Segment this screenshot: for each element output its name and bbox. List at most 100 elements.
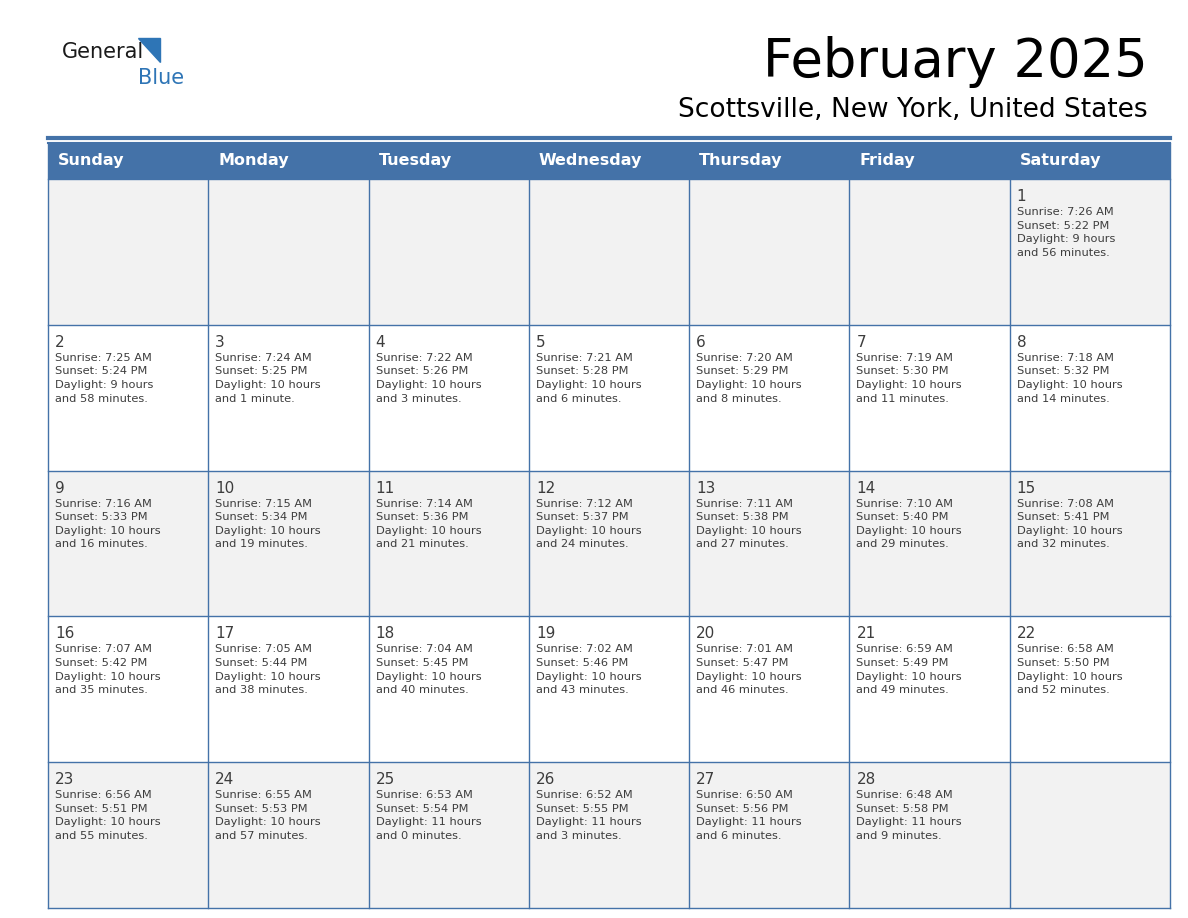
Text: Sunrise: 6:59 AM
Sunset: 5:49 PM
Daylight: 10 hours
and 49 minutes.: Sunrise: 6:59 AM Sunset: 5:49 PM Dayligh…: [857, 644, 962, 695]
Text: Sunrise: 7:24 AM
Sunset: 5:25 PM
Daylight: 10 hours
and 1 minute.: Sunrise: 7:24 AM Sunset: 5:25 PM Dayligh…: [215, 353, 321, 404]
Text: Sunrise: 7:11 AM
Sunset: 5:38 PM
Daylight: 10 hours
and 27 minutes.: Sunrise: 7:11 AM Sunset: 5:38 PM Dayligh…: [696, 498, 802, 549]
Bar: [849, 179, 1010, 325]
Bar: [529, 143, 689, 179]
Text: Sunrise: 6:56 AM
Sunset: 5:51 PM
Daylight: 10 hours
and 55 minutes.: Sunrise: 6:56 AM Sunset: 5:51 PM Dayligh…: [55, 790, 160, 841]
Text: 3: 3: [215, 335, 225, 350]
Bar: [48, 143, 208, 179]
Bar: [689, 471, 849, 616]
Text: 5: 5: [536, 335, 545, 350]
Bar: [529, 179, 689, 325]
Text: Sunrise: 7:05 AM
Sunset: 5:44 PM
Daylight: 10 hours
and 38 minutes.: Sunrise: 7:05 AM Sunset: 5:44 PM Dayligh…: [215, 644, 321, 695]
Text: Saturday: Saturday: [1019, 153, 1101, 169]
Text: 19: 19: [536, 626, 555, 642]
Text: 25: 25: [375, 772, 394, 788]
Bar: [368, 616, 529, 762]
Text: 8: 8: [1017, 335, 1026, 350]
Bar: [1010, 143, 1170, 179]
Bar: [1010, 179, 1170, 325]
Bar: [208, 762, 368, 908]
Bar: [849, 325, 1010, 471]
Bar: [689, 616, 849, 762]
Text: 7: 7: [857, 335, 866, 350]
Bar: [48, 471, 208, 616]
Text: 20: 20: [696, 626, 715, 642]
Text: Sunrise: 7:10 AM
Sunset: 5:40 PM
Daylight: 10 hours
and 29 minutes.: Sunrise: 7:10 AM Sunset: 5:40 PM Dayligh…: [857, 498, 962, 549]
Text: Wednesday: Wednesday: [539, 153, 643, 169]
Text: Sunrise: 7:19 AM
Sunset: 5:30 PM
Daylight: 10 hours
and 11 minutes.: Sunrise: 7:19 AM Sunset: 5:30 PM Dayligh…: [857, 353, 962, 404]
Text: Sunrise: 6:52 AM
Sunset: 5:55 PM
Daylight: 11 hours
and 3 minutes.: Sunrise: 6:52 AM Sunset: 5:55 PM Dayligh…: [536, 790, 642, 841]
Text: 6: 6: [696, 335, 706, 350]
Bar: [529, 471, 689, 616]
Bar: [368, 471, 529, 616]
Text: Sunrise: 7:12 AM
Sunset: 5:37 PM
Daylight: 10 hours
and 24 minutes.: Sunrise: 7:12 AM Sunset: 5:37 PM Dayligh…: [536, 498, 642, 549]
Bar: [208, 616, 368, 762]
Bar: [689, 762, 849, 908]
Bar: [368, 762, 529, 908]
Text: Sunrise: 7:16 AM
Sunset: 5:33 PM
Daylight: 10 hours
and 16 minutes.: Sunrise: 7:16 AM Sunset: 5:33 PM Dayligh…: [55, 498, 160, 549]
Text: 22: 22: [1017, 626, 1036, 642]
Bar: [1010, 762, 1170, 908]
Bar: [529, 325, 689, 471]
Text: 27: 27: [696, 772, 715, 788]
Text: 4: 4: [375, 335, 385, 350]
Text: February 2025: February 2025: [763, 36, 1148, 88]
Text: Scottsville, New York, United States: Scottsville, New York, United States: [678, 97, 1148, 123]
Text: Sunrise: 7:04 AM
Sunset: 5:45 PM
Daylight: 10 hours
and 40 minutes.: Sunrise: 7:04 AM Sunset: 5:45 PM Dayligh…: [375, 644, 481, 695]
Text: 10: 10: [215, 481, 234, 496]
Text: 18: 18: [375, 626, 394, 642]
Text: Tuesday: Tuesday: [379, 153, 451, 169]
Bar: [849, 143, 1010, 179]
Text: General: General: [62, 42, 144, 62]
Bar: [208, 143, 368, 179]
Text: 11: 11: [375, 481, 394, 496]
Text: 1: 1: [1017, 189, 1026, 204]
Text: Sunrise: 7:18 AM
Sunset: 5:32 PM
Daylight: 10 hours
and 14 minutes.: Sunrise: 7:18 AM Sunset: 5:32 PM Dayligh…: [1017, 353, 1123, 404]
Text: 23: 23: [55, 772, 75, 788]
Text: Sunrise: 6:53 AM
Sunset: 5:54 PM
Daylight: 11 hours
and 0 minutes.: Sunrise: 6:53 AM Sunset: 5:54 PM Dayligh…: [375, 790, 481, 841]
Text: Sunrise: 7:22 AM
Sunset: 5:26 PM
Daylight: 10 hours
and 3 minutes.: Sunrise: 7:22 AM Sunset: 5:26 PM Dayligh…: [375, 353, 481, 404]
Text: 2: 2: [55, 335, 64, 350]
Bar: [368, 179, 529, 325]
Text: Sunrise: 7:08 AM
Sunset: 5:41 PM
Daylight: 10 hours
and 32 minutes.: Sunrise: 7:08 AM Sunset: 5:41 PM Dayligh…: [1017, 498, 1123, 549]
Bar: [48, 762, 208, 908]
Text: Sunrise: 6:48 AM
Sunset: 5:58 PM
Daylight: 11 hours
and 9 minutes.: Sunrise: 6:48 AM Sunset: 5:58 PM Dayligh…: [857, 790, 962, 841]
Text: Sunrise: 7:26 AM
Sunset: 5:22 PM
Daylight: 9 hours
and 56 minutes.: Sunrise: 7:26 AM Sunset: 5:22 PM Dayligh…: [1017, 207, 1116, 258]
Text: Sunrise: 6:55 AM
Sunset: 5:53 PM
Daylight: 10 hours
and 57 minutes.: Sunrise: 6:55 AM Sunset: 5:53 PM Dayligh…: [215, 790, 321, 841]
Text: 17: 17: [215, 626, 234, 642]
Bar: [208, 471, 368, 616]
Bar: [689, 179, 849, 325]
Text: 26: 26: [536, 772, 555, 788]
Bar: [208, 179, 368, 325]
Text: Sunrise: 6:58 AM
Sunset: 5:50 PM
Daylight: 10 hours
and 52 minutes.: Sunrise: 6:58 AM Sunset: 5:50 PM Dayligh…: [1017, 644, 1123, 695]
Bar: [849, 616, 1010, 762]
Bar: [48, 616, 208, 762]
Text: Blue: Blue: [138, 68, 184, 88]
Bar: [368, 325, 529, 471]
Bar: [48, 179, 208, 325]
Bar: [208, 325, 368, 471]
Bar: [849, 471, 1010, 616]
Bar: [1010, 325, 1170, 471]
Text: 15: 15: [1017, 481, 1036, 496]
Text: 9: 9: [55, 481, 65, 496]
Text: Sunrise: 7:25 AM
Sunset: 5:24 PM
Daylight: 9 hours
and 58 minutes.: Sunrise: 7:25 AM Sunset: 5:24 PM Dayligh…: [55, 353, 153, 404]
Text: 12: 12: [536, 481, 555, 496]
Bar: [849, 762, 1010, 908]
Bar: [1010, 471, 1170, 616]
Text: Sunrise: 7:21 AM
Sunset: 5:28 PM
Daylight: 10 hours
and 6 minutes.: Sunrise: 7:21 AM Sunset: 5:28 PM Dayligh…: [536, 353, 642, 404]
Text: Friday: Friday: [859, 153, 915, 169]
Text: Sunrise: 7:15 AM
Sunset: 5:34 PM
Daylight: 10 hours
and 19 minutes.: Sunrise: 7:15 AM Sunset: 5:34 PM Dayligh…: [215, 498, 321, 549]
Text: Sunrise: 7:02 AM
Sunset: 5:46 PM
Daylight: 10 hours
and 43 minutes.: Sunrise: 7:02 AM Sunset: 5:46 PM Dayligh…: [536, 644, 642, 695]
Text: Sunrise: 7:20 AM
Sunset: 5:29 PM
Daylight: 10 hours
and 8 minutes.: Sunrise: 7:20 AM Sunset: 5:29 PM Dayligh…: [696, 353, 802, 404]
Bar: [529, 762, 689, 908]
Polygon shape: [138, 38, 160, 62]
Bar: [48, 325, 208, 471]
Bar: [368, 143, 529, 179]
Text: Thursday: Thursday: [700, 153, 783, 169]
Text: Monday: Monday: [219, 153, 289, 169]
Text: 13: 13: [696, 481, 715, 496]
Text: 28: 28: [857, 772, 876, 788]
Text: Sunrise: 6:50 AM
Sunset: 5:56 PM
Daylight: 11 hours
and 6 minutes.: Sunrise: 6:50 AM Sunset: 5:56 PM Dayligh…: [696, 790, 802, 841]
Bar: [529, 616, 689, 762]
Bar: [689, 325, 849, 471]
